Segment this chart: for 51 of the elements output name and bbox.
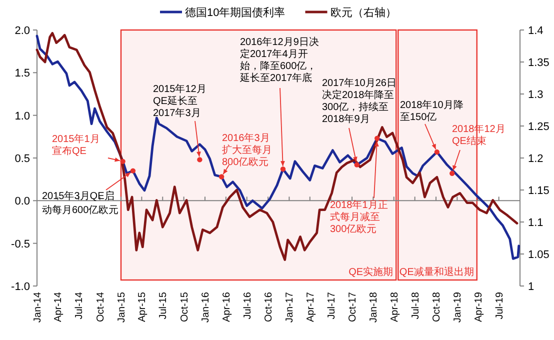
x-tick-label: Jan-18 [368,292,380,323]
annotation: 2018年10月降至150亿 [400,99,464,123]
y-tick-label: 1.5 [14,68,30,80]
x-tick-label: Jan-16 [200,292,212,323]
legend-label: 德国10年期国债利率 [185,6,286,19]
legend-label: 欧元（右轴） [330,6,396,19]
y2-tick-label: 1.4 [528,25,544,37]
x-tick-label: Jan-17 [284,292,296,323]
x-tick-label: Apr-14 [53,292,64,322]
y2-tick-label: 1.3 [528,89,544,101]
x-tick-label: Jul-14 [74,292,86,320]
x-tick-label: Oct-14 [95,292,106,322]
y-tick-label: -0.5 [11,238,30,250]
annotation: 2018年1月正式每月减至300亿欧元 [330,199,388,235]
x-tick-label: Oct-18 [432,292,443,322]
y2-tick-label: 1.1 [528,217,544,229]
x-tick-label: Jul-15 [158,292,170,320]
y-tick-label: 0.5 [14,153,30,165]
y2-tick-label: 1.25 [528,121,550,133]
x-tick-label: Jul-19 [494,292,506,320]
x-tick-label: Jan-14 [32,292,44,323]
x-tick-label: Jan-15 [116,292,128,323]
y-tick-label: 0.0 [14,196,30,208]
x-tick-label: Oct-17 [348,292,359,322]
x-tick-label: Oct-16 [264,292,275,322]
x-tick-label: Jul-18 [410,292,422,320]
x-tick-label: Apr-17 [305,292,316,322]
x-tick-label: Apr-16 [221,292,232,322]
annotation: 2015年1月宣布QE [52,133,100,157]
annotation: 2016年3月扩大至每月800亿欧元 [222,132,272,168]
x-tick-label: Oct-15 [179,292,190,322]
x-tick-label: Jul-16 [242,292,254,320]
y-tick-label: 1.0 [14,110,30,122]
x-tick-label: Jul-17 [326,292,338,320]
x-tick-label: Jan-19 [452,292,464,323]
annotation: 2017年10月26日决定2018年降至300亿，持续至2018年9月 [322,77,396,125]
y-tick-label: 2.0 [14,25,30,37]
annotation: 2015年12月QE延长至2017年3月 [153,83,206,119]
annotation: 2015年3月QE启动每月600亿欧元 [42,190,119,216]
annotation: 2016年12月9日决定2017年4月开始，降至600亿，延长至2017年底 [239,36,319,84]
x-tick-label: Apr-15 [137,292,148,322]
y2-tick-label: 1.2 [528,153,544,165]
band-label: QE减量和退出期 [399,266,474,278]
y-tick-label: -1.0 [11,281,30,293]
band-label: QE实施期 [348,266,394,278]
y2-tick-label: 1 [528,281,534,293]
y2-tick-label: 1.35 [528,57,550,69]
x-tick-label: Apr-18 [389,292,400,322]
y2-tick-label: 1.15 [528,185,550,197]
x-tick-label: Apr-19 [473,292,484,322]
y2-tick-label: 1.05 [528,249,550,261]
